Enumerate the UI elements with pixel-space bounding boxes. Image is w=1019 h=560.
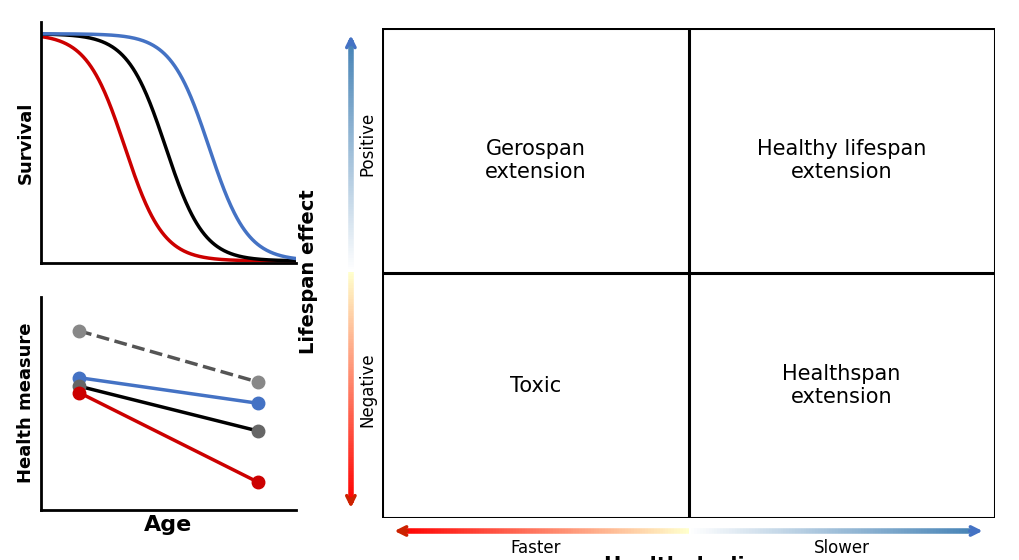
Text: Toxic: Toxic bbox=[510, 376, 560, 396]
Text: Health decline: Health decline bbox=[603, 556, 772, 560]
Text: Slower: Slower bbox=[813, 539, 868, 557]
Text: Lifespan effect: Lifespan effect bbox=[299, 189, 318, 354]
Text: Positive: Positive bbox=[358, 111, 376, 176]
X-axis label: Age: Age bbox=[144, 515, 193, 535]
Text: Negative: Negative bbox=[358, 353, 376, 427]
Y-axis label: Survival: Survival bbox=[17, 101, 36, 184]
Text: Healthspan
extension: Healthspan extension bbox=[782, 364, 900, 407]
Text: Healthy lifespan
extension: Healthy lifespan extension bbox=[756, 139, 925, 182]
Text: Faster: Faster bbox=[510, 539, 560, 557]
Text: Gerospan
extension: Gerospan extension bbox=[484, 139, 586, 182]
Y-axis label: Health measure: Health measure bbox=[17, 323, 36, 483]
